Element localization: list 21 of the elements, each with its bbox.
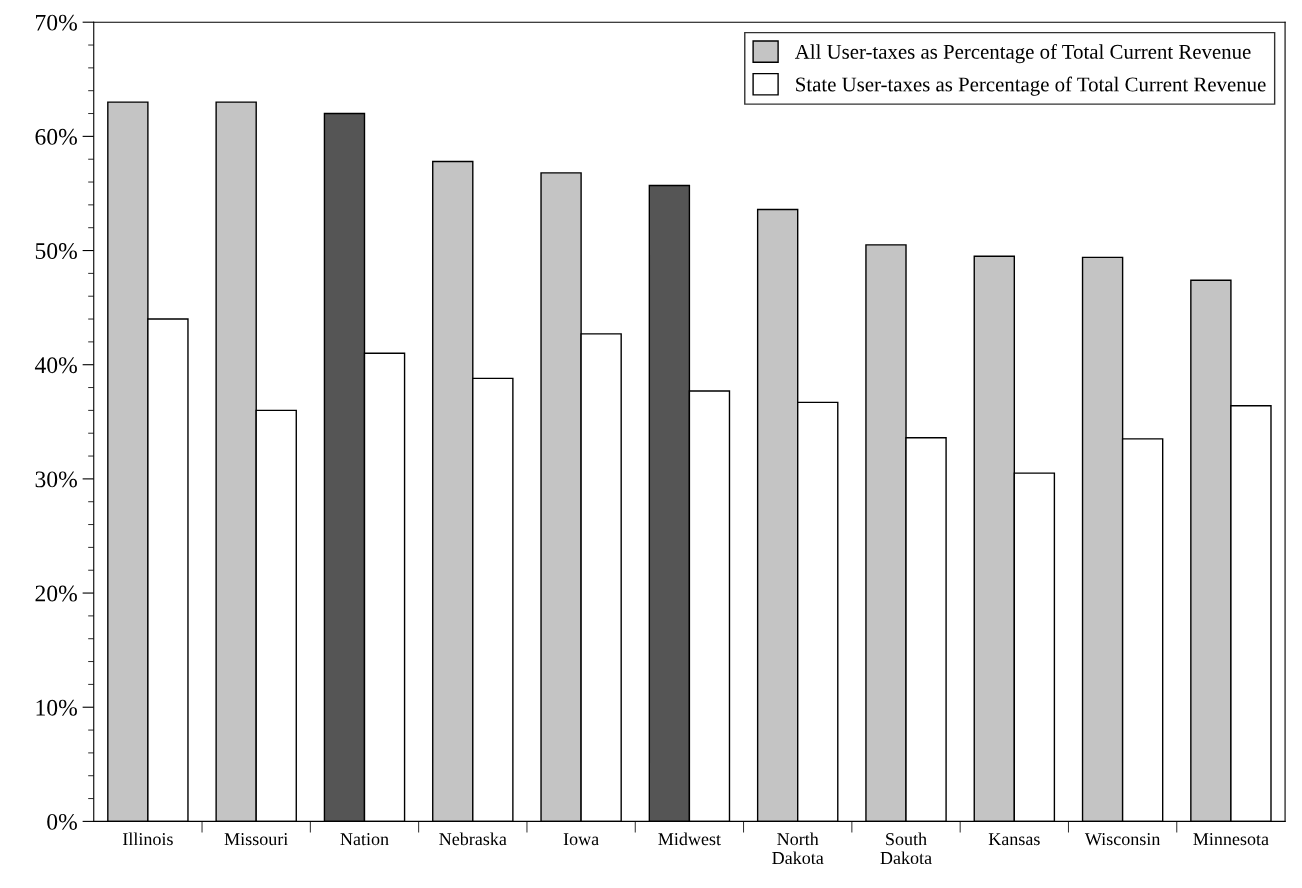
x-tick-label: Nation: [340, 833, 389, 846]
y-tick-label: 30%: [35, 471, 77, 488]
x-tick-label: Wisconsin: [1084, 833, 1161, 846]
x-tick-label: North Dakota: [772, 832, 824, 865]
x-tick-label: Kansas: [988, 833, 1040, 846]
x-tick-label: Nebraska: [439, 832, 507, 846]
x-tick-label: South Dakota: [880, 832, 932, 865]
legend-label: State User-taxes as Percentage of Total Current Revenue: [796, 76, 1266, 96]
y-tick-label: 70%: [36, 14, 77, 31]
legend-label: All User-taxes as Percentage of Total Current Revenue: [794, 43, 1251, 64]
x-tick-label: Midwest: [658, 832, 721, 846]
y-tick-label: 20%: [35, 585, 77, 602]
x-tick-label: Missouri: [224, 833, 288, 846]
y-tick-label: 10%: [36, 699, 77, 716]
x-tick-label: Minnesota: [1193, 833, 1269, 846]
y-tick-label: 60%: [35, 128, 77, 145]
y-tick-label: 40%: [34, 357, 77, 374]
y-tick-label: 0%: [47, 813, 77, 830]
x-tick-label: Illinois: [122, 832, 173, 846]
x-tick-label: Iowa: [563, 833, 599, 846]
y-tick-label: 50%: [35, 243, 77, 260]
